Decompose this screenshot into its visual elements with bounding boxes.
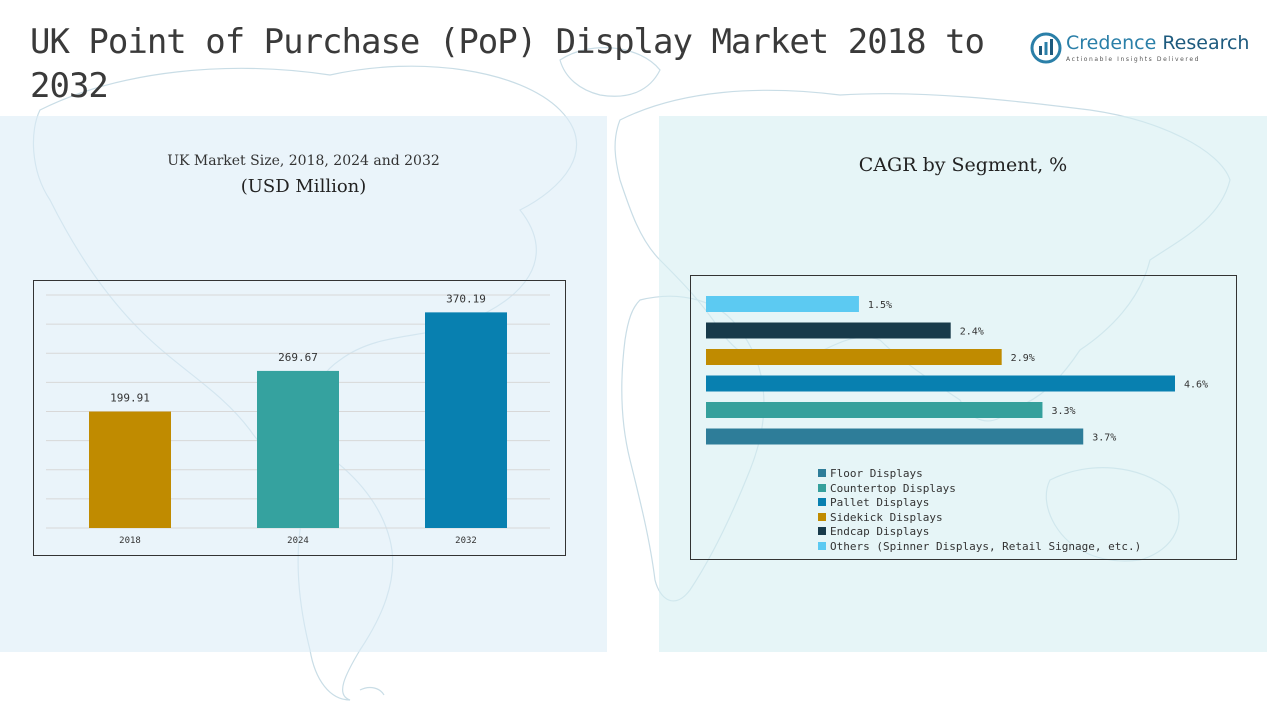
- legend-swatch-sidekick: [818, 512, 826, 521]
- cagr-bar-chart: 1.5% 2.4% 2.9% 4.6% 3.3% 3.7%: [706, 296, 1208, 445]
- legend-label-others: Others (Spinner Displays, Retail Signage…: [830, 539, 1142, 553]
- legend-label-countertop: Countertop Displays: [830, 481, 956, 495]
- legend-item-floor: Floor Displays: [818, 467, 1141, 482]
- company-logo: Credence Research Actionable Insights De…: [1030, 30, 1249, 70]
- bar-pallet: [706, 375, 1175, 392]
- legend-swatch-others: [818, 541, 826, 550]
- bar-2032: [425, 312, 507, 528]
- legend-label-floor: Floor Displays: [830, 467, 923, 480]
- logo-icon: [1030, 32, 1062, 64]
- logo-name: Credence Research: [1066, 32, 1249, 54]
- data-label-2018: 199.91: [110, 392, 150, 405]
- bar-floor: [706, 428, 1084, 445]
- legend-item-sidekick: Sidekick Displays: [818, 511, 1141, 526]
- legend-swatch-endcap: [818, 527, 826, 536]
- x-tick-label-2032: 2032: [455, 536, 477, 546]
- legend-label-sidekick: Sidekick Displays: [830, 510, 943, 524]
- legend-swatch-floor: [818, 469, 826, 477]
- bar-sidekick: [706, 349, 1002, 365]
- logo-name-part1: Credence: [1066, 32, 1157, 54]
- market-size-unit: (USD Million): [240, 176, 367, 197]
- legend-swatch-countertop: [818, 483, 826, 492]
- data-label-2024: 269.67: [278, 351, 318, 364]
- legend-item-endcap: Endcap Displays: [818, 525, 1141, 540]
- bar-others: [706, 296, 859, 312]
- logo-name-part2: Research: [1156, 32, 1250, 54]
- market-size-chart-frame: [33, 280, 566, 556]
- cagr-legend: Floor Displays Countertop Displays Palle…: [818, 467, 1141, 555]
- data-label-floor: 3.7%: [1092, 433, 1116, 444]
- bar-2024: [257, 370, 339, 528]
- data-label-endcap: 2.4%: [960, 327, 984, 338]
- page-title: UK Point of Purchase (PoP) Display Marke…: [30, 22, 985, 106]
- legend-item-others: Others (Spinner Displays, Retail Signage…: [818, 540, 1141, 555]
- legend-item-countertop: Countertop Displays: [818, 482, 1141, 497]
- legend-label-endcap: Endcap Displays: [830, 525, 930, 539]
- x-tick-label-2018: 2018: [119, 536, 141, 546]
- logo-tagline: Actionable Insights Delivered: [1066, 56, 1201, 63]
- cagr-chart-frame: [690, 275, 1237, 560]
- bar-countertop: [706, 402, 1043, 418]
- x-tick-label-2024: 2024: [287, 536, 309, 546]
- data-label-2032: 370.19: [446, 292, 486, 305]
- cagr-title: CAGR by Segment, %: [858, 154, 1068, 176]
- legend-item-pallet: Pallet Displays: [818, 496, 1141, 511]
- data-label-countertop: 3.3%: [1051, 406, 1075, 417]
- data-label-others: 1.5%: [868, 300, 892, 311]
- data-label-sidekick: 2.9%: [1011, 353, 1035, 364]
- legend-label-pallet: Pallet Displays: [830, 496, 930, 510]
- market-size-bar-chart: 199.91 2018 269.67 2024 370.19 2032: [46, 292, 550, 546]
- bar-endcap: [706, 322, 951, 339]
- bar-2018: [89, 411, 171, 528]
- legend-swatch-pallet: [818, 498, 826, 507]
- data-label-pallet: 4.6%: [1184, 380, 1208, 391]
- market-size-title: UK Market Size, 2018, 2024 and 2032: [167, 153, 440, 169]
